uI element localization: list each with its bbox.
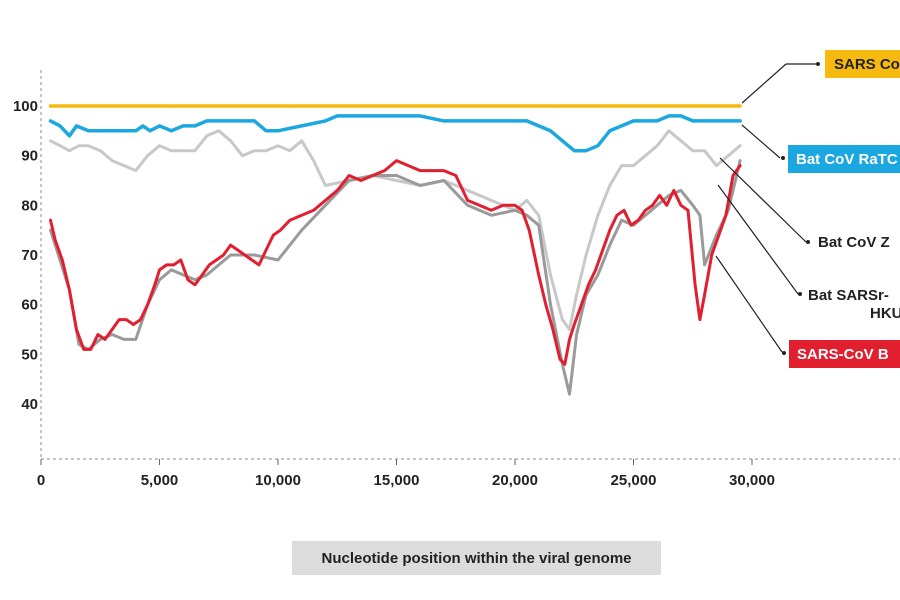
leader-ratg bbox=[741, 124, 781, 159]
label-bj-box bbox=[789, 340, 900, 368]
label-bj-text: SARS-CoV B bbox=[797, 346, 889, 363]
label-ratg-box bbox=[788, 145, 900, 173]
leader-hku bbox=[717, 184, 799, 295]
series-line-4 bbox=[49, 159, 742, 366]
y-tick-label: 90 bbox=[21, 148, 38, 165]
leader-zc bbox=[719, 157, 807, 243]
y-tick-label: 70 bbox=[21, 247, 38, 264]
x-tick-label: 0 bbox=[37, 472, 45, 489]
y-ticks: 40 50 60 70 80 90 100 bbox=[13, 98, 38, 413]
x-tick-label: 25,000 bbox=[611, 472, 657, 489]
y-tick-label: 50 bbox=[21, 346, 38, 363]
y-tick-label: 60 bbox=[21, 297, 38, 314]
leader-sars bbox=[741, 63, 787, 104]
x-tick-label: 10,000 bbox=[255, 472, 301, 489]
x-tick-label: 20,000 bbox=[492, 472, 538, 489]
leader-bj-dot bbox=[782, 351, 786, 355]
label-hku: Bat SARSr- HKU bbox=[717, 184, 900, 322]
x-tick-label: 30,000 bbox=[729, 472, 775, 489]
leader-hku-dot bbox=[798, 292, 802, 296]
x-tick-label: 5,000 bbox=[141, 472, 179, 489]
label-sars: SARS Co bbox=[741, 50, 900, 104]
label-ratg-text: Bat CoV RaTC bbox=[796, 151, 898, 168]
leader-sars-dot bbox=[816, 62, 820, 66]
leader-ratg-dot bbox=[781, 156, 785, 160]
label-bj: SARS-CoV B bbox=[715, 255, 900, 368]
series-line-1 bbox=[48, 114, 742, 153]
label-sars-box bbox=[825, 50, 900, 78]
y-tick-label: 40 bbox=[21, 396, 38, 413]
label-ratg: Bat CoV RaTC bbox=[741, 124, 900, 173]
series-lines bbox=[48, 104, 742, 396]
x-tick-label: 15,000 bbox=[374, 472, 420, 489]
y-tick-label: 100 bbox=[13, 98, 38, 115]
label-sars-text: SARS Co bbox=[834, 56, 900, 73]
y-tick-label: 80 bbox=[21, 197, 38, 214]
label-hku-text-2: HKU bbox=[870, 305, 900, 322]
label-hku-text-1: Bat SARSr- bbox=[808, 287, 889, 304]
label-zc: Bat CoV Z bbox=[719, 157, 890, 251]
series-line-3 bbox=[49, 159, 742, 396]
x-axis-title: Nucleotide position within the viral gen… bbox=[292, 541, 661, 575]
x-ticks: 0 5,000 10,000 15,000 20,000 25,000 30,000 bbox=[37, 459, 775, 489]
leader-zc-dot bbox=[806, 240, 810, 244]
leader-bj bbox=[715, 255, 783, 353]
label-zc-text: Bat CoV Z bbox=[818, 234, 890, 251]
